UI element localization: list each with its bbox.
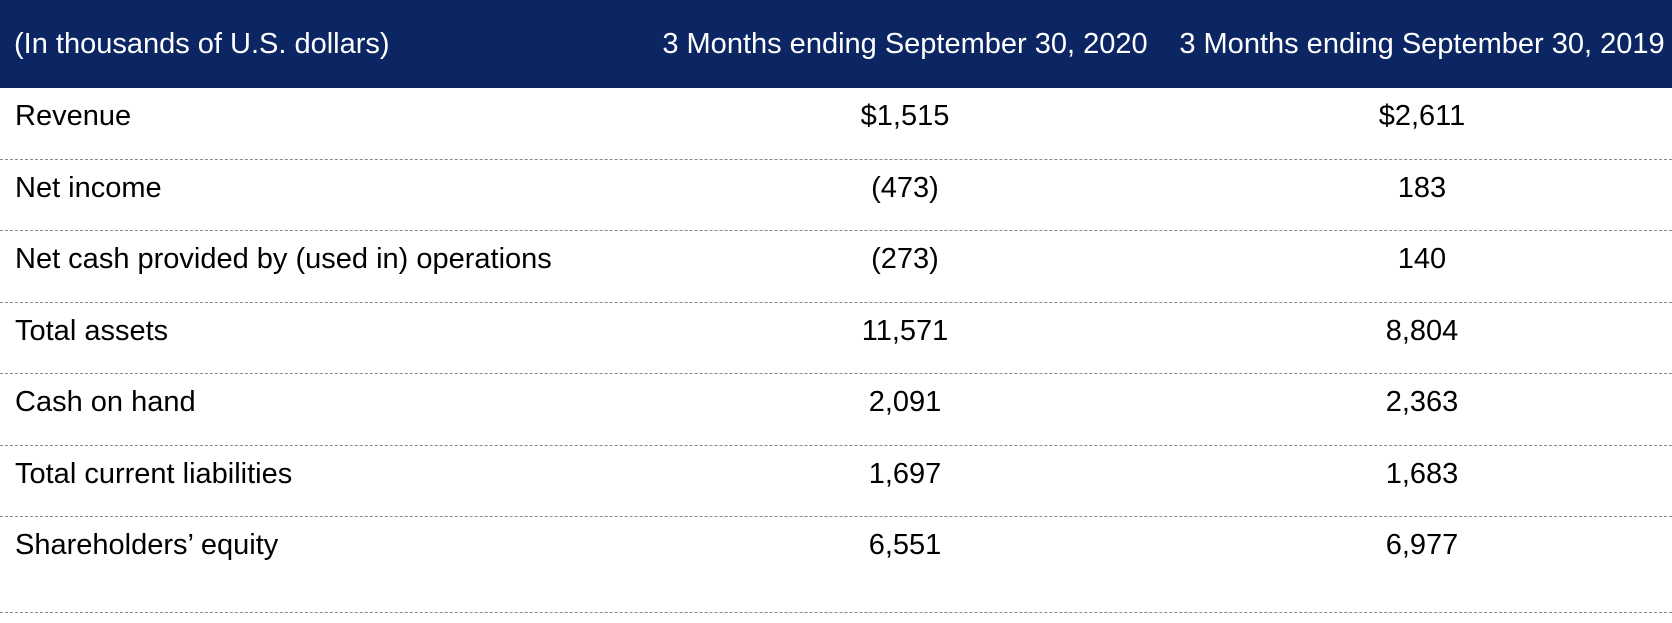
unit-label: (In thousands of U.S. dollars) — [14, 27, 390, 60]
row-value-2019: 8,804 — [1385, 314, 1459, 347]
row-value-2019: 2,363 — [1385, 386, 1459, 418]
table-row: Cash on hand 2,091 2,363 — [0, 374, 1672, 446]
row-label: Net cash provided by (used in) operation… — [15, 243, 552, 275]
row-value-2020: 2,091 — [868, 386, 942, 418]
row-value-2020: (473) — [871, 171, 939, 204]
row-value-2019: 140 — [1397, 243, 1447, 275]
row-value-2019: $2,611 — [1378, 100, 1466, 132]
column-header-2019: 3 Months ending September 30, 2019 — [1179, 27, 1665, 60]
row-value-2020: $1,515 — [860, 100, 950, 132]
row-label: Total current liabilities — [15, 457, 293, 490]
row-label: Shareholders’ equity — [15, 529, 279, 561]
row-label: Cash on hand — [15, 386, 196, 418]
row-value-2019: 183 — [1397, 171, 1447, 204]
row-label: Net income — [15, 171, 162, 204]
row-value-2019: 1,683 — [1385, 457, 1459, 490]
row-value-2020: (273) — [871, 243, 939, 275]
table-row: Net cash provided by (used in) operation… — [0, 231, 1672, 303]
table-row: Total current liabilities 1,697 1,683 — [0, 446, 1672, 517]
table-row: Total assets 11,571 8,804 — [0, 303, 1672, 374]
row-value-2020: 6,551 — [868, 529, 942, 561]
row-value-2019: 6,977 — [1385, 529, 1459, 561]
table-row: Net income (473) 183 — [0, 160, 1672, 231]
row-label: Total assets — [15, 314, 169, 347]
row-value-2020: 1,697 — [868, 457, 942, 490]
table-row: Revenue $1,515 $2,611 — [0, 88, 1672, 160]
table-row: Shareholders’ equity 6,551 6,977 — [0, 517, 1672, 613]
table-header-row: (In thousands of U.S. dollars) 3 Months … — [0, 0, 1672, 88]
column-header-2020: 3 Months ending September 30, 2020 — [662, 27, 1148, 60]
row-value-2020: 11,571 — [861, 314, 949, 347]
row-label: Revenue — [15, 100, 132, 132]
table-body: Revenue $1,515 $2,611 Net income (473) 1… — [0, 88, 1672, 613]
